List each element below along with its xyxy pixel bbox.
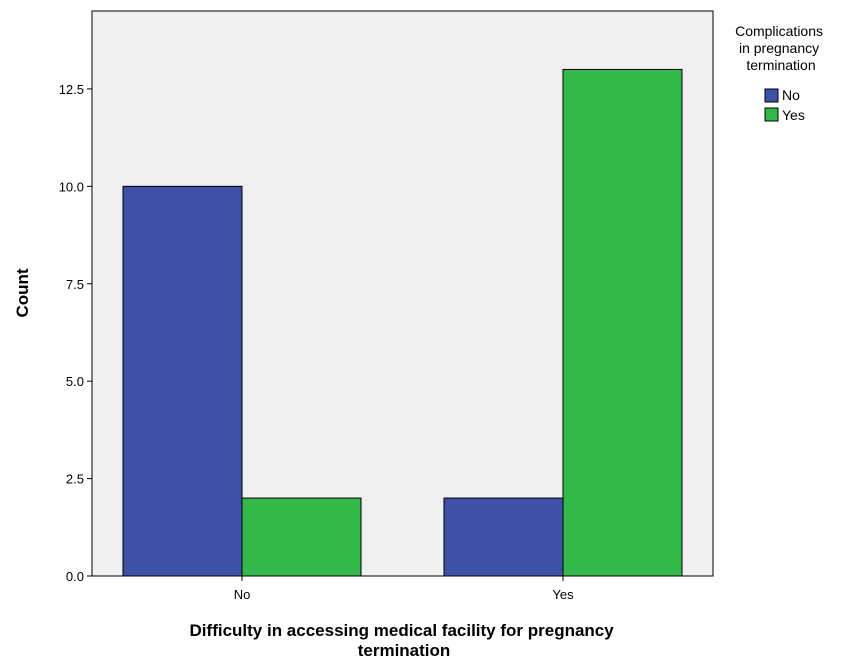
- bars-group: [122, 68, 683, 577]
- y-tick-label: 5.0: [66, 374, 84, 389]
- y-tick-label: 10.0: [59, 179, 84, 194]
- legend-title-line-3: termination: [746, 57, 815, 73]
- y-tick-label: 0.0: [66, 569, 84, 584]
- y-tick-label: 12.5: [59, 82, 84, 97]
- bar-yes-yes: [562, 68, 683, 577]
- y-tick-label: 2.5: [66, 472, 84, 487]
- x-axis-title: Difficulty in accessing medical facility…: [190, 621, 619, 660]
- legend-title-line-1: Complications: [735, 23, 823, 39]
- legend-swatch-yes: [764, 107, 779, 122]
- x-axis-title-line-2: termination: [358, 641, 451, 660]
- legend-title: Complications in pregnancy termination: [735, 23, 827, 73]
- legend-swatch-no: [764, 88, 779, 103]
- bar-no-yes: [241, 497, 362, 577]
- y-axis: 0.0 2.5 5.0 7.5 10.0 12.5: [59, 82, 92, 584]
- bar-no-no: [122, 185, 243, 577]
- x-tick-label: Yes: [552, 587, 574, 602]
- x-tick-label: No: [234, 587, 251, 602]
- bar-yes-no: [443, 497, 564, 577]
- x-axis: No Yes: [234, 576, 574, 602]
- legend-label-yes: Yes: [782, 107, 805, 123]
- legend-title-line-2: in pregnancy: [739, 40, 819, 56]
- legend-label-no: No: [782, 87, 800, 103]
- legend: Complications in pregnancy termination N…: [735, 23, 827, 123]
- y-tick-label: 7.5: [66, 277, 84, 292]
- y-axis-title: Count: [13, 268, 32, 317]
- x-axis-title-line-1: Difficulty in accessing medical facility…: [190, 621, 615, 640]
